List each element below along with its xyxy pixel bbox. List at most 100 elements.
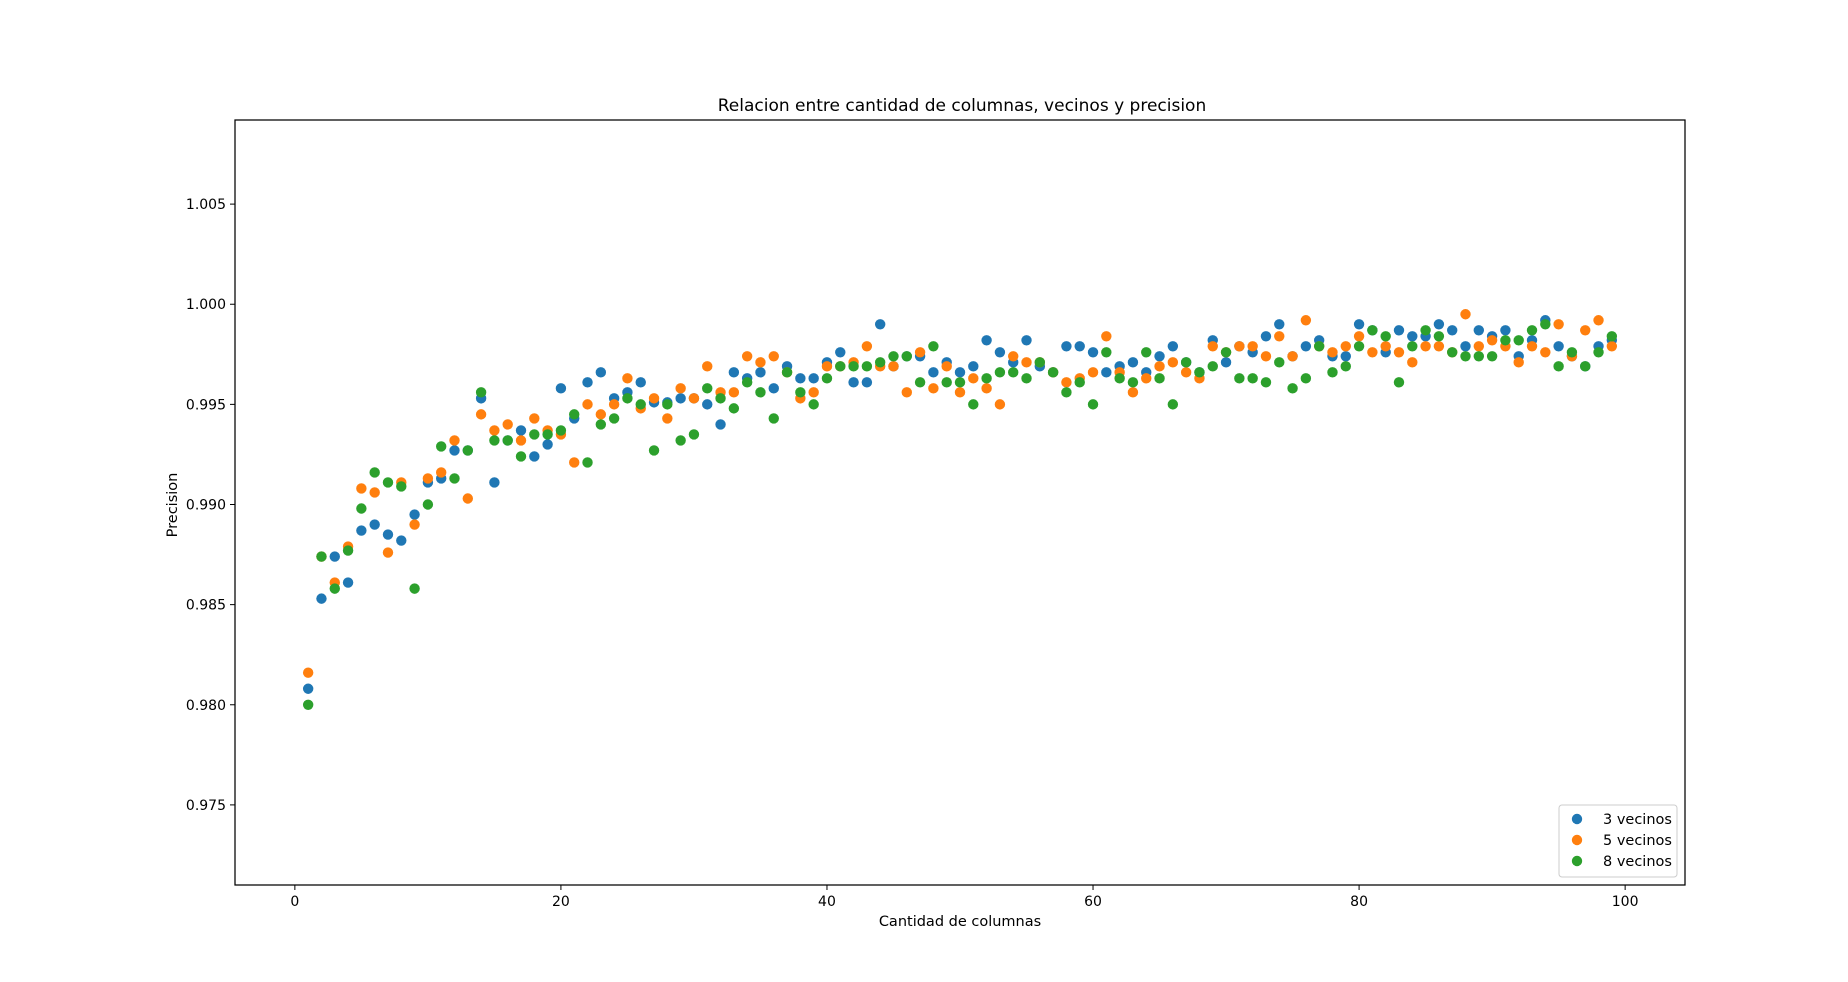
data-point bbox=[1380, 341, 1391, 352]
data-point bbox=[1167, 357, 1179, 368]
data-point bbox=[1393, 325, 1405, 336]
data-point bbox=[1447, 325, 1458, 336]
data-point bbox=[1008, 367, 1019, 378]
data-point bbox=[435, 441, 447, 452]
data-point bbox=[675, 435, 686, 446]
data-point bbox=[702, 383, 713, 394]
data-point bbox=[768, 413, 779, 424]
data-point bbox=[1260, 331, 1272, 342]
x-tick-label: 60 bbox=[1084, 894, 1102, 910]
data-point bbox=[1460, 341, 1471, 352]
data-point bbox=[342, 577, 354, 588]
plot-area-frame bbox=[234, 119, 1686, 886]
data-point bbox=[382, 529, 394, 540]
data-point bbox=[901, 387, 912, 398]
legend: 3 vecinos 5 vecinos 8 vecinos bbox=[1558, 804, 1678, 878]
data-point bbox=[529, 429, 540, 440]
x-tick-label: 0 bbox=[290, 894, 299, 910]
data-point bbox=[874, 357, 886, 368]
data-point bbox=[795, 387, 806, 398]
data-point bbox=[1486, 351, 1498, 362]
data-point bbox=[1606, 331, 1618, 342]
series-5-vecinos bbox=[302, 309, 1618, 678]
data-point bbox=[582, 377, 593, 388]
data-point bbox=[1393, 377, 1405, 388]
data-point bbox=[489, 477, 500, 488]
data-point bbox=[1127, 387, 1139, 398]
data-point bbox=[675, 393, 686, 404]
data-point bbox=[515, 451, 527, 462]
data-point bbox=[1407, 357, 1418, 368]
data-point bbox=[449, 473, 460, 484]
data-point bbox=[1274, 357, 1285, 368]
data-point bbox=[515, 425, 527, 436]
legend-marker bbox=[1571, 855, 1583, 867]
data-point bbox=[1061, 341, 1072, 352]
data-point bbox=[1553, 361, 1564, 372]
data-point bbox=[941, 361, 952, 372]
data-point bbox=[1021, 373, 1032, 384]
data-point bbox=[1260, 377, 1272, 388]
data-point bbox=[928, 341, 939, 352]
data-point bbox=[409, 519, 420, 530]
data-point bbox=[608, 413, 620, 424]
data-point bbox=[702, 399, 713, 410]
data-point bbox=[1101, 347, 1112, 358]
data-point bbox=[1074, 341, 1085, 352]
chart-title: Relacion entre cantidad de columnas, vec… bbox=[718, 96, 1207, 116]
data-point bbox=[369, 487, 380, 498]
data-point bbox=[968, 373, 979, 384]
data-point bbox=[302, 699, 314, 710]
legend-box bbox=[1558, 804, 1678, 878]
data-point bbox=[396, 481, 407, 492]
data-point bbox=[1061, 387, 1072, 398]
data-point bbox=[1580, 325, 1591, 336]
data-point bbox=[1526, 325, 1538, 336]
data-point bbox=[648, 445, 660, 456]
data-point bbox=[1234, 373, 1245, 384]
data-point bbox=[1061, 377, 1072, 388]
data-point bbox=[928, 367, 939, 378]
data-point bbox=[1566, 347, 1578, 358]
data-point bbox=[608, 399, 620, 410]
data-point bbox=[1473, 351, 1485, 362]
data-point bbox=[861, 341, 873, 352]
data-point bbox=[1220, 347, 1232, 358]
data-point bbox=[1194, 367, 1205, 378]
data-point bbox=[1473, 341, 1485, 352]
data-point bbox=[1433, 331, 1445, 342]
data-point bbox=[595, 409, 607, 420]
data-point bbox=[396, 535, 407, 546]
data-point bbox=[755, 367, 766, 378]
data-point bbox=[1287, 351, 1298, 362]
data-point bbox=[648, 393, 660, 404]
data-point bbox=[755, 357, 766, 368]
data-point bbox=[1460, 309, 1471, 320]
data-point bbox=[1340, 341, 1351, 352]
data-point bbox=[954, 377, 966, 388]
data-point bbox=[795, 373, 806, 384]
data-point bbox=[1247, 341, 1258, 352]
data-point bbox=[635, 377, 646, 388]
data-point bbox=[542, 429, 553, 440]
data-point bbox=[356, 483, 367, 494]
data-point bbox=[1380, 331, 1391, 342]
data-point bbox=[1367, 325, 1378, 336]
data-point bbox=[302, 683, 314, 694]
data-point bbox=[1207, 361, 1218, 372]
y-tick-label: 0.985 bbox=[186, 598, 226, 614]
data-point bbox=[595, 367, 607, 378]
legend-marker bbox=[1571, 834, 1583, 846]
data-point bbox=[1087, 367, 1099, 378]
data-point bbox=[369, 519, 380, 530]
data-point bbox=[1593, 347, 1604, 358]
data-point bbox=[981, 373, 992, 384]
y-tick-label: 0.980 bbox=[186, 698, 226, 714]
data-point bbox=[1154, 373, 1165, 384]
data-point bbox=[515, 435, 527, 446]
y-tick-label: 0.990 bbox=[186, 498, 226, 514]
data-point bbox=[529, 413, 540, 424]
data-point bbox=[409, 583, 420, 594]
data-point bbox=[1207, 341, 1218, 352]
